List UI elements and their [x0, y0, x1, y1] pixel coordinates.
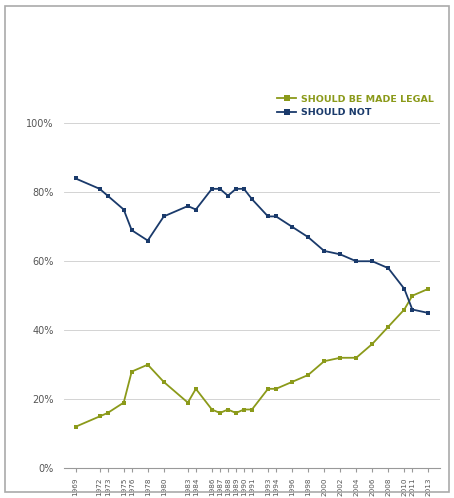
- Text: SUPPORT FOR LEGALIZING MARIJUANA HAS SURGED
NEARLY 20 POINTS IN LESS THAN A DECA: SUPPORT FOR LEGALIZING MARIJUANA HAS SUR…: [66, 27, 388, 81]
- Text: Sources: Pew, 2010-2013; General Social Survey, 1973-2008; Gallup, 1969-1972: Sources: Pew, 2010-2013; General Social …: [15, 477, 337, 486]
- Legend: SHOULD BE MADE LEGAL, SHOULD NOT: SHOULD BE MADE LEGAL, SHOULD NOT: [276, 93, 436, 119]
